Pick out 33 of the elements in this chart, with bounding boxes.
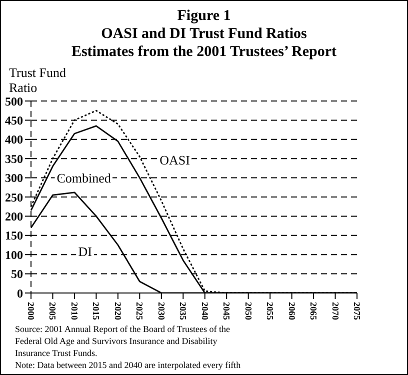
x-tick-label: 2055 <box>265 302 276 320</box>
x-tick-label: 2035 <box>178 302 188 320</box>
x-tick-label: 2025 <box>134 302 145 320</box>
y-tick-label: 350 <box>5 152 23 166</box>
y-tick-label: 150 <box>5 228 23 243</box>
x-tick-label: 2005 <box>48 302 58 320</box>
x-tick-label: 2075 <box>352 302 362 320</box>
series-label: Combined <box>56 170 112 186</box>
x-tick-label: 2010 <box>69 302 80 320</box>
x-tick-label: 2020 <box>112 302 123 320</box>
y-tick-label: 100 <box>5 248 23 262</box>
x-tick-label: 2000 <box>26 302 36 320</box>
y-tick-label: 250 <box>5 190 23 204</box>
x-tick-label: 2030 <box>156 302 166 320</box>
x-tick-label: 2015 <box>91 302 102 320</box>
y-tick-label: 300 <box>5 171 23 186</box>
y-axis-title: Trust Fund Ratio <box>9 65 66 95</box>
y-tick-label: 200 <box>5 209 23 224</box>
x-tick-label: 2065 <box>308 302 319 320</box>
x-tick-label: 2050 <box>243 302 254 320</box>
y-tick-label: 450 <box>5 113 23 128</box>
y-tick-label: 400 <box>5 132 23 147</box>
x-tick-label: 2070 <box>330 302 340 320</box>
y-tick-label: 0 <box>17 286 23 300</box>
x-tick-label: 2040 <box>200 302 210 320</box>
source-note: Source: 2001 Annual Report of the Board of Trustees of the Federal Old Age and Survivors Insurance and Disability Insurance Trust Funds. <box>15 323 231 359</box>
x-tick-label: 2060 <box>286 302 297 320</box>
series-label: DI <box>78 244 92 260</box>
x-tick-label: 2045 <box>222 302 232 320</box>
y-tick-label: 500 <box>5 94 23 108</box>
chart-title: Figure 1 OASI and DI Trust Fund Ratios Estimates from the 2001 Trustees’ Report <box>70 7 338 61</box>
text: Note: Data between 2015 and 2040 are interpolated every fifth <box>15 359 241 371</box>
y-tick-label: 50 <box>11 267 23 282</box>
